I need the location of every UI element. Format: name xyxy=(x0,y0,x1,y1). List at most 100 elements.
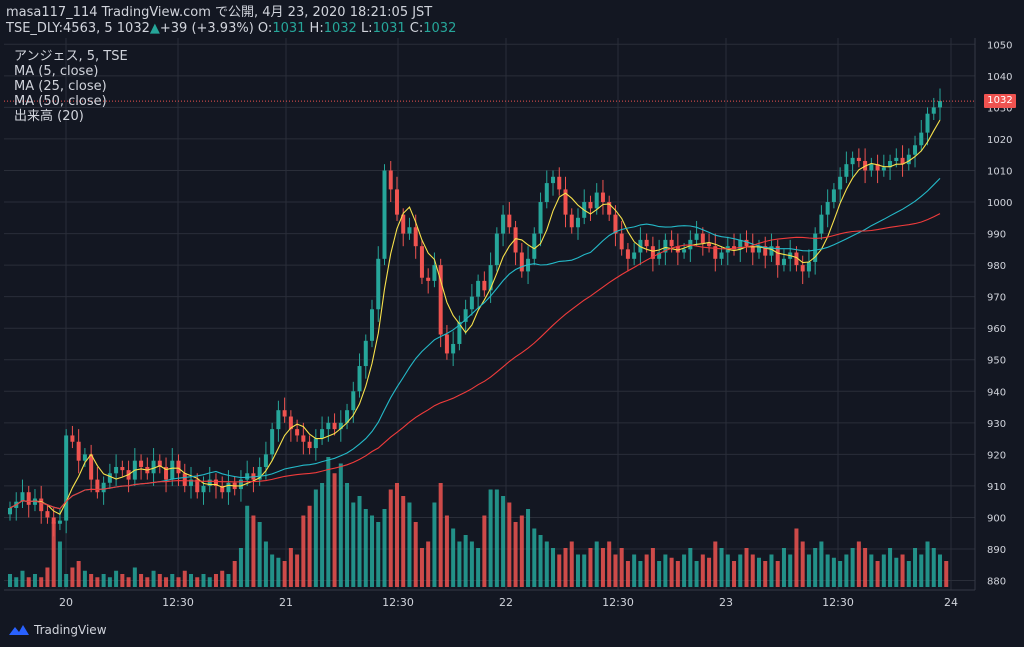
tradingview-logo[interactable]: TradingView xyxy=(8,623,107,637)
candle-body xyxy=(320,429,325,439)
volume-bar xyxy=(363,509,368,587)
candle-body xyxy=(844,164,849,177)
candle-body xyxy=(800,265,805,272)
low-label: L: xyxy=(360,21,373,36)
y-tick-label: 900 xyxy=(987,513,1006,524)
volume-bar xyxy=(307,505,312,587)
candle-body xyxy=(881,167,886,171)
candle-body xyxy=(551,176,556,184)
candle-body xyxy=(913,145,918,155)
volume-bar xyxy=(438,483,443,587)
volume-bar xyxy=(157,574,162,587)
candle-body xyxy=(588,202,593,209)
volume-bar xyxy=(245,505,250,587)
candle-body xyxy=(738,239,743,250)
candle-body xyxy=(744,239,749,247)
volume-bar xyxy=(888,548,893,587)
y-tick-label: 940 xyxy=(987,387,1006,398)
price-chart[interactable]: 1050 1040 1030 1020 1010 1000 990 980 970 960 950 9… xyxy=(0,0,1024,614)
legend-ma5[interactable]: MA (5, close) xyxy=(14,64,99,79)
candle-body xyxy=(594,192,599,209)
symbol-label: TSE_DLY:4563, 5 1032 xyxy=(6,21,150,36)
candle-body xyxy=(813,233,818,262)
volume-bar xyxy=(494,489,499,587)
volume-bar xyxy=(931,548,936,587)
x-tick-label: 23 xyxy=(719,596,733,609)
volume-bar xyxy=(794,528,799,587)
volume-bar xyxy=(226,574,231,587)
candle-body xyxy=(507,214,512,228)
volume-bar xyxy=(551,548,556,587)
volume-bar xyxy=(444,515,449,587)
volume-bar xyxy=(750,554,755,587)
volume-bar xyxy=(457,541,462,587)
candle-body xyxy=(806,261,811,272)
volume-bar xyxy=(351,502,356,587)
price-axis[interactable]: 1050 1040 1030 1020 1010 1000 990 980 970 960 950 9… xyxy=(987,40,1012,587)
volume-bar xyxy=(894,557,899,587)
volume-bar xyxy=(238,548,243,587)
volume-bar xyxy=(675,561,680,587)
candle-body xyxy=(619,233,624,250)
candle-body xyxy=(625,249,630,259)
volume-bar xyxy=(544,541,549,587)
volume-bar xyxy=(295,554,300,587)
candle-body xyxy=(345,410,350,423)
candle-body xyxy=(313,438,318,449)
y-tick-label: 990 xyxy=(987,230,1006,241)
volume-bar xyxy=(126,577,131,587)
volume-bar xyxy=(507,502,512,587)
volume-bar xyxy=(270,554,275,587)
volume-bar xyxy=(407,502,412,587)
legend-volume[interactable]: 出来高 (20) xyxy=(14,109,84,124)
volume-bar xyxy=(301,515,306,587)
candle-body xyxy=(663,239,668,253)
candle-body xyxy=(45,511,50,518)
candle-body xyxy=(70,435,75,442)
candle-body xyxy=(906,154,911,165)
candle-body xyxy=(719,252,724,259)
volume-bar xyxy=(769,554,774,587)
volume-bar xyxy=(182,570,187,587)
candle-body xyxy=(850,157,855,165)
candle-body xyxy=(600,192,605,203)
volume-bar xyxy=(313,489,318,587)
candle-body xyxy=(39,498,44,512)
volume-bar xyxy=(688,548,693,587)
volume-bar xyxy=(469,541,474,587)
volume-bar xyxy=(707,557,712,587)
volume-bar xyxy=(338,463,343,587)
volume-bar xyxy=(594,541,599,587)
volume-bar xyxy=(856,541,861,587)
candle-body xyxy=(301,435,306,442)
volume-bar xyxy=(376,522,381,587)
volume-bar xyxy=(82,570,87,587)
candle-body xyxy=(76,441,81,461)
candle-body xyxy=(376,258,381,310)
volume-bar xyxy=(263,541,268,587)
legend-ma50[interactable]: MA (50, close) xyxy=(14,94,107,109)
time-axis[interactable]: 20 12:30 21 12:30 22 12:30 23 12:30 24 xyxy=(59,596,958,609)
x-tick-label: 12:30 xyxy=(162,596,194,609)
volume-bar xyxy=(900,554,905,587)
candle-body xyxy=(351,391,356,411)
volume-bar xyxy=(26,577,31,587)
candle-body xyxy=(64,435,69,521)
y-tick-label: 880 xyxy=(987,577,1006,588)
candle-body xyxy=(875,164,880,171)
candle-body xyxy=(51,517,56,524)
candle-body xyxy=(713,246,718,259)
candle-body xyxy=(120,466,125,471)
volume-bar xyxy=(107,577,112,587)
high-value: 1032 xyxy=(323,21,357,36)
legend-symbol[interactable]: アンジェス, 5, TSE xyxy=(14,49,128,64)
volume-bar xyxy=(719,548,724,587)
candle-body xyxy=(220,485,225,493)
candle-body xyxy=(869,164,874,171)
volume-bars xyxy=(8,457,949,587)
candle-body xyxy=(307,441,312,449)
volume-bar xyxy=(476,548,481,587)
legend-ma25[interactable]: MA (25, close) xyxy=(14,79,107,94)
volume-bar xyxy=(563,548,568,587)
volume-bar xyxy=(588,548,593,587)
